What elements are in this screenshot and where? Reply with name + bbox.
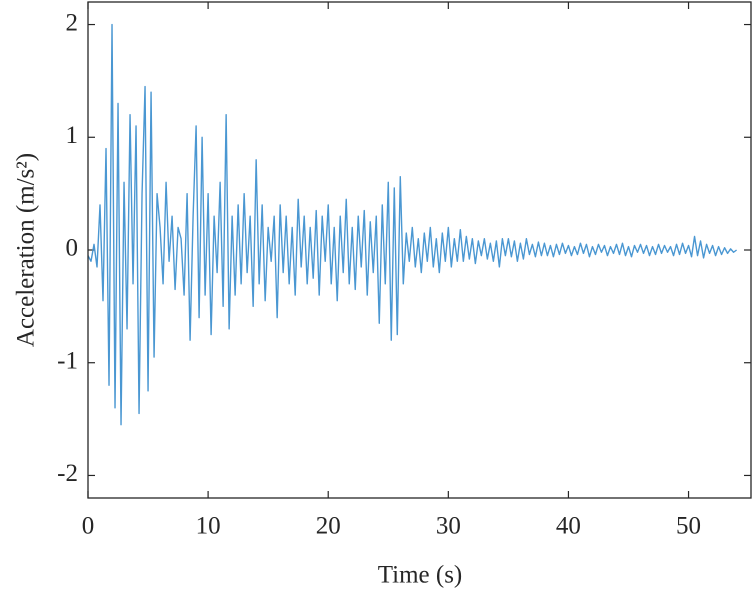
x-tick-label: 20: [316, 513, 341, 540]
x-axis-label: Time (s): [378, 562, 463, 589]
x-tick-label: 50: [676, 513, 701, 540]
x-tick-label: 10: [196, 513, 221, 540]
y-tick-label: -1: [57, 347, 78, 374]
y-tick-label: 2: [66, 9, 79, 36]
x-tick-label: 30: [436, 513, 461, 540]
y-tick-label: -2: [57, 460, 78, 487]
data-line: [87, 23, 738, 426]
x-tick-label: 0: [82, 513, 95, 540]
y-tick-label: 0: [66, 235, 79, 262]
y-axis-label: Acceleration (m/s²): [13, 153, 40, 347]
plot-frame: [87, 1, 752, 499]
y-tick-label: 1: [66, 122, 79, 149]
x-tick-label: 40: [556, 513, 581, 540]
